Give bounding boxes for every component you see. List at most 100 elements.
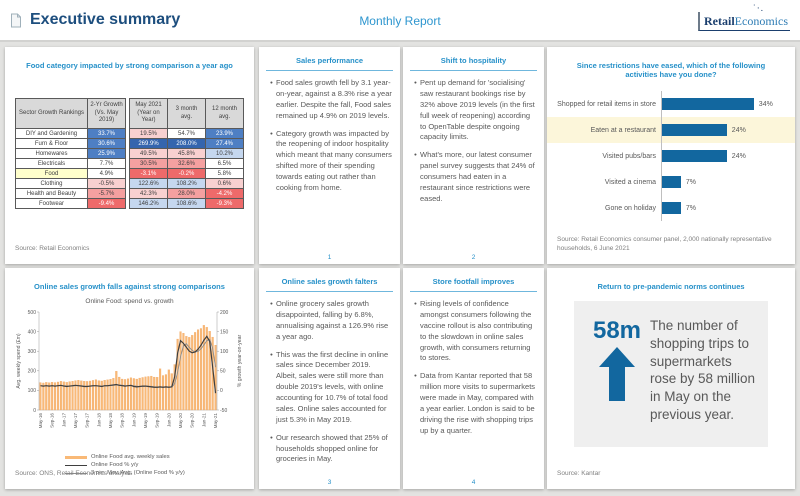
- activity-row: Visited a cinema 7%: [547, 169, 795, 195]
- svg-text:May-21: May-21: [213, 413, 218, 429]
- panel-online-falters: Online sales growth falters • Online groc…: [259, 268, 400, 489]
- legend-label: Online Food avg. weekly sales: [91, 454, 170, 460]
- activity-value: 7%: [685, 178, 697, 186]
- sector-label-cell: Food: [15, 168, 88, 179]
- svg-text:200: 200: [27, 369, 36, 375]
- page-number: 2: [471, 254, 476, 261]
- legend-swatch: [65, 455, 87, 459]
- food-table-head: Sector Growth Rankings 2-Yr Growth (Vs. M…: [15, 98, 244, 129]
- svg-text:May-20: May-20: [178, 413, 183, 429]
- page-number: 1: [327, 254, 332, 261]
- sector-label-cell: Footwear: [15, 198, 88, 209]
- online-chart-area: 0 100 200 300 400 500 -50 0 50 100 150 200 May-16 Sep…: [5, 306, 254, 457]
- value-cell: -9.3%: [205, 198, 244, 209]
- bullet-dot: •: [270, 432, 273, 442]
- value-cell: 30.6%: [87, 138, 126, 149]
- bullet-text: Data from Kantar reported that 58 millio…: [420, 371, 536, 435]
- legend-swatch: [65, 464, 87, 466]
- table-header-cell: 2-Yr Growth (Vs. May 2019): [87, 98, 126, 129]
- online-chart-svg: 0 100 200 300 400 500 -50 0 50 100 150 200 May-16 Sep…: [16, 310, 243, 429]
- bullet-dot: •: [270, 349, 273, 359]
- shift-hospitality-bullets: • Pent up demand for 'socialising' saw re…: [403, 76, 544, 205]
- online-chart-title: Online sales growth falls against strong…: [34, 282, 225, 291]
- value-cell: 23.9%: [205, 128, 244, 139]
- bullet-item: • This was the first decline in online sa…: [267, 350, 392, 426]
- value-cell: 30.5%: [129, 158, 168, 169]
- value-cell: -0.2%: [167, 168, 206, 179]
- activity-label: Gone on holiday: [605, 204, 656, 212]
- value-cell: 5.8%: [205, 168, 244, 179]
- document-icon: [10, 13, 22, 33]
- svg-text:% growth year-on-year: % growth year-on-year: [237, 334, 243, 387]
- legend-label: Online Food % y/y: [91, 462, 139, 468]
- value-cell: 19.5%: [129, 128, 168, 139]
- bullet-item: • Our research showed that 25% of househo…: [267, 433, 392, 466]
- activity-bar: [662, 176, 681, 188]
- value-cell: 49.5%: [129, 148, 168, 159]
- panel-activities-chart: Since restrictions have eased, which of …: [547, 47, 795, 264]
- svg-text:Jan-17: Jan-17: [61, 413, 66, 427]
- bullet-item: • Food sales growth fell by 3.1 year-on-y…: [267, 78, 392, 122]
- svg-text:May-16: May-16: [37, 413, 42, 429]
- retail-economics-logo: RetailEconomics: [698, 3, 790, 31]
- svg-text:Jan-21: Jan-21: [201, 413, 206, 427]
- value-cell: 42.3%: [129, 188, 168, 199]
- table-row: DIY and Gardening 33.7% 19.5% 54.7% 23.9%: [15, 128, 244, 139]
- svg-text:Sep-19: Sep-19: [154, 413, 159, 428]
- svg-text:300: 300: [27, 349, 36, 355]
- sales-performance-title: Sales performance: [266, 47, 393, 71]
- sector-label-cell: Electricals: [15, 158, 88, 169]
- bullet-item: • Online grocery sales growth disappointe…: [267, 299, 392, 343]
- value-cell: 146.2%: [129, 198, 168, 209]
- food-table-source: Source: Retail Economics: [15, 245, 90, 253]
- value-cell: 54.7%: [167, 128, 206, 139]
- value-cell: 208.0%: [167, 138, 206, 149]
- table-row: Furn & Floor 30.6% 269.9% 208.0% 27.4%: [15, 138, 244, 149]
- activity-row: Eaten at a restaurant 24%: [547, 117, 795, 143]
- value-cell: 28.0%: [167, 188, 206, 199]
- svg-text:0: 0: [220, 388, 223, 394]
- activity-label: Visited a cinema: [604, 178, 656, 186]
- bullet-dot: •: [414, 150, 417, 160]
- svg-text:Sep-18: Sep-18: [119, 413, 124, 428]
- activity-label: Eaten at a restaurant: [590, 126, 656, 134]
- value-cell: -5.7%: [87, 188, 126, 199]
- value-cell: 122.6%: [129, 178, 168, 189]
- activity-value: 24%: [731, 152, 746, 160]
- svg-text:400: 400: [27, 329, 36, 335]
- value-cell: 6.5%: [205, 158, 244, 169]
- report-subtitle: Monthly Report: [359, 14, 441, 28]
- svg-text:Jan-19: Jan-19: [131, 413, 136, 427]
- food-table-body: DIY and Gardening 33.7% 19.5% 54.7% 23.9% Fur…: [15, 128, 244, 209]
- panel-shift-hospitality: Shift to hospitality • Pent up demand for…: [403, 47, 544, 264]
- bullet-item: • What's more, our latest consumer panel …: [411, 150, 536, 204]
- activity-row: Visited pubs/bars 24%: [547, 143, 795, 169]
- svg-text:Sep-20: Sep-20: [189, 413, 194, 428]
- svg-text:100: 100: [27, 388, 36, 394]
- page-number: 3: [327, 479, 332, 486]
- shift-hospitality-title: Shift to hospitality: [410, 47, 537, 71]
- svg-text:Jan-20: Jan-20: [166, 413, 171, 427]
- sector-label-cell: Furn & Floor: [15, 138, 88, 149]
- food-table: Sector Growth Rankings 2-Yr Growth (Vs. M…: [15, 98, 244, 209]
- legend-label: 3 per. Mov. Avg. (Online Food % y/y): [91, 470, 185, 476]
- activity-value: 34%: [758, 100, 773, 108]
- bullet-dot: •: [270, 299, 273, 308]
- panel-footfall: Store footfall improves • Rising levels o…: [403, 268, 544, 489]
- bullet-dot: •: [414, 371, 417, 381]
- activity-value: 24%: [731, 126, 746, 134]
- svg-text:200: 200: [220, 310, 229, 316]
- svg-text:Avg. weekly spend (£m): Avg. weekly spend (£m): [16, 333, 22, 389]
- value-cell: 10.2%: [205, 148, 244, 159]
- activity-row: Shopped for retail items in store 34%: [547, 91, 795, 117]
- value-cell: 108.6%: [167, 198, 206, 209]
- activity-label: Shopped for retail items in store: [557, 100, 656, 108]
- svg-text:May-19: May-19: [143, 413, 148, 429]
- bullet-text: Category growth was impacted by the reop…: [276, 128, 392, 192]
- svg-text:-50: -50: [220, 408, 227, 414]
- table-header-cell: 12 month avg.: [205, 98, 244, 129]
- value-cell: -3.1%: [129, 168, 168, 179]
- value-cell: 269.9%: [129, 138, 168, 149]
- value-cell: 27.4%: [205, 138, 244, 149]
- bullet-dot: •: [414, 78, 417, 87]
